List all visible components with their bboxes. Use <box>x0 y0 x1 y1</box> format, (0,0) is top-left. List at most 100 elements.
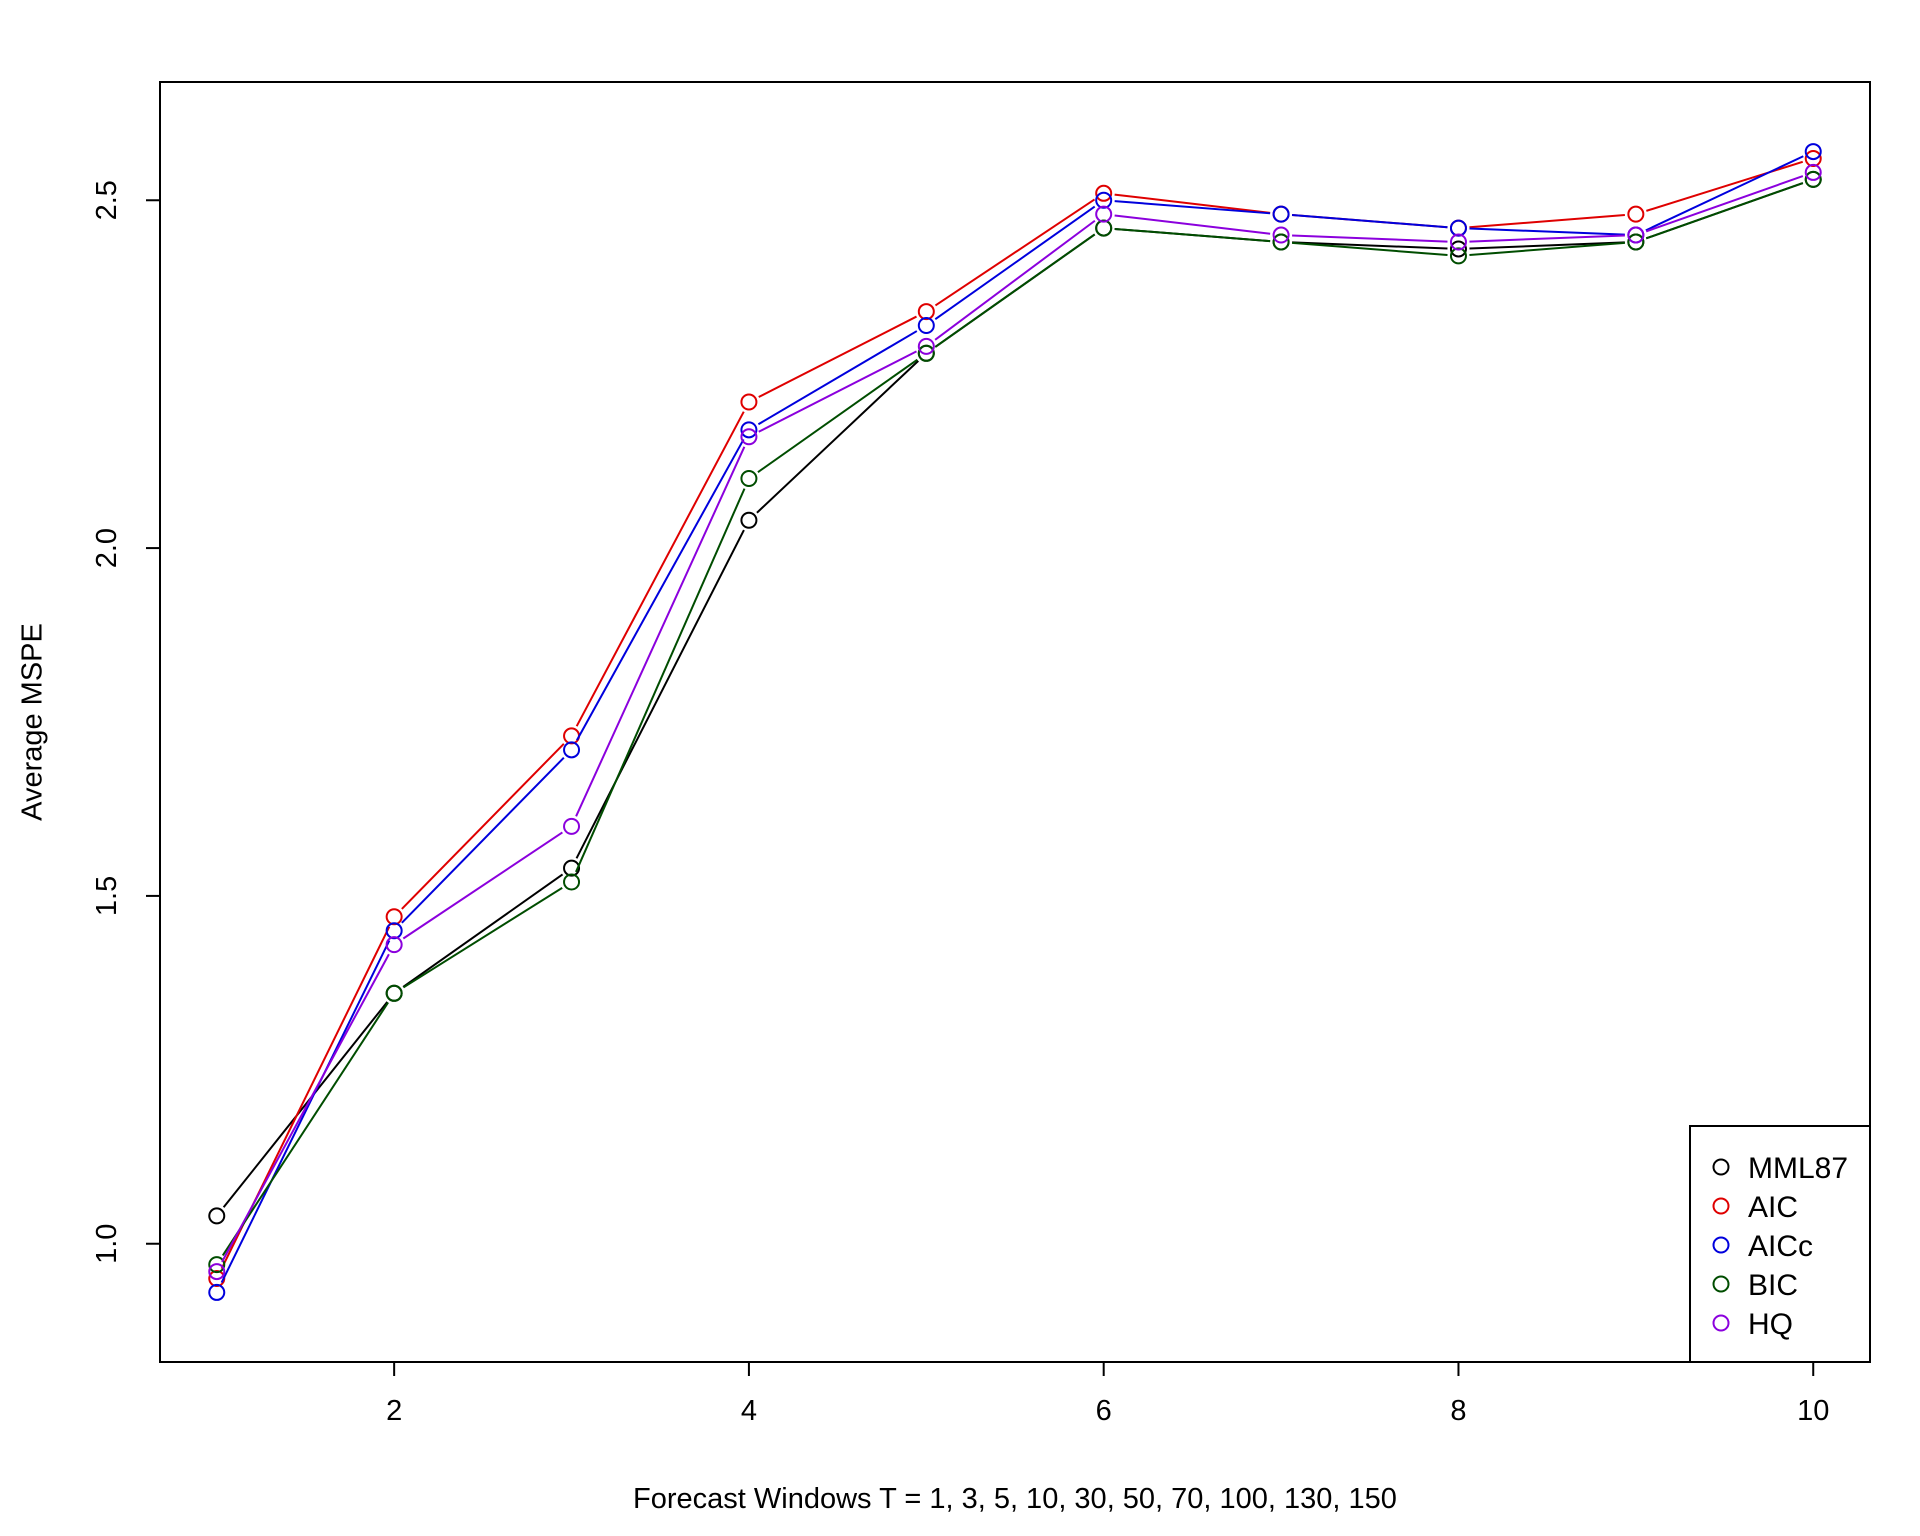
series-line-segment <box>934 233 1096 348</box>
data-point <box>917 337 935 355</box>
data-point <box>740 470 758 488</box>
series-line-segment <box>1292 241 1448 250</box>
data-point <box>563 859 581 877</box>
data-point <box>1449 219 1467 237</box>
legend-label: AIC <box>1748 1191 1798 1224</box>
series-line-segment <box>402 886 563 989</box>
data-point <box>1272 226 1290 244</box>
series-line-segment <box>402 831 563 940</box>
series-line-segment <box>1292 234 1448 243</box>
legend-marker <box>1712 1275 1730 1293</box>
series-line-segment <box>401 743 565 910</box>
series-line-segment <box>1645 182 1804 240</box>
data-point <box>1272 205 1290 223</box>
data-point <box>208 1256 226 1274</box>
legend-label: MML87 <box>1748 1152 1848 1185</box>
y-tick-label: 2.0 <box>91 528 123 568</box>
series-aicc <box>208 143 1822 1301</box>
x-tick-label: 4 <box>741 1395 757 1427</box>
data-point <box>1804 170 1822 188</box>
series-line-segment <box>1646 160 1804 212</box>
data-point <box>208 1283 226 1301</box>
data-point <box>1627 226 1645 244</box>
series-line-segment <box>1469 241 1625 250</box>
data-point <box>1449 247 1467 265</box>
data-point <box>1627 205 1645 223</box>
series-line-segment <box>1469 214 1625 229</box>
x-tick-label: 2 <box>386 1395 402 1427</box>
legend-marker <box>1712 1158 1730 1176</box>
series-layer <box>208 143 1822 1301</box>
data-point <box>1095 191 1113 209</box>
legend: MML87 AIC AICc BIC HQ <box>1689 1125 1871 1363</box>
series-line-segment <box>221 953 390 1263</box>
legend-item-aic: AIC <box>1712 1191 1798 1224</box>
data-point <box>1449 233 1467 251</box>
legend-item-hq: HQ <box>1712 1308 1793 1341</box>
data-point <box>740 421 758 439</box>
series-line-segment <box>934 219 1096 341</box>
series-line-segment <box>756 360 919 514</box>
series-bic <box>208 170 1822 1274</box>
data-point <box>208 1263 226 1281</box>
y-tick-label: 2.5 <box>91 180 123 220</box>
series-line-segment <box>575 529 745 859</box>
data-point <box>740 393 758 411</box>
series-line-segment <box>575 488 746 873</box>
series-line-segment <box>222 1001 389 1208</box>
legend-item-bic: BIC <box>1712 1269 1798 1302</box>
legend-item-mml87: MML87 <box>1712 1152 1848 1185</box>
data-point <box>1095 219 1113 237</box>
series-line-segment <box>1469 227 1625 236</box>
series-line-segment <box>1114 214 1271 235</box>
data-point <box>385 922 403 940</box>
series-line-segment <box>758 350 917 433</box>
series-line-segment <box>1114 200 1271 215</box>
data-point <box>917 303 935 321</box>
data-point <box>1449 240 1467 258</box>
series-line-segment <box>757 358 918 473</box>
series-hq <box>208 163 1822 1281</box>
series-line-segment <box>934 198 1096 307</box>
series-line-segment <box>1291 241 1448 257</box>
data-point <box>563 873 581 891</box>
y-axis-title: Average MSPE <box>17 623 49 821</box>
data-point <box>1804 163 1822 181</box>
series-line-segment <box>1645 175 1804 233</box>
plot-frame <box>159 81 1871 1363</box>
series-line-segment <box>221 1001 389 1256</box>
series-line-segment <box>1469 241 1625 257</box>
legend-marker <box>1712 1197 1730 1215</box>
series-line-segment <box>575 438 745 741</box>
data-point <box>563 741 581 759</box>
data-point <box>563 817 581 835</box>
legend-label: BIC <box>1748 1269 1798 1302</box>
series-line-segment <box>1645 155 1804 232</box>
x-tick-label: 6 <box>1096 1395 1112 1427</box>
series-line-segment <box>575 411 745 727</box>
data-point <box>740 428 758 446</box>
series-line-segment <box>1114 193 1271 214</box>
data-point <box>1627 233 1645 251</box>
legend-label: HQ <box>1748 1308 1793 1341</box>
data-point <box>1272 233 1290 251</box>
data-point <box>1804 150 1822 168</box>
data-point <box>385 908 403 926</box>
x-tick-label: 10 <box>1797 1395 1829 1427</box>
y-tick-label: 1.0 <box>91 1224 123 1264</box>
series-line-segment <box>934 205 1096 320</box>
data-point <box>1095 205 1113 223</box>
series-line-segment <box>401 756 565 924</box>
data-point <box>208 1207 226 1225</box>
legend-box <box>1689 1125 1871 1363</box>
y-axis: 1.0 1.5 2.0 2.5 <box>91 180 160 1264</box>
legend-marker <box>1712 1236 1730 1254</box>
series-line-segment <box>757 330 918 426</box>
legend-marker <box>1712 1314 1730 1332</box>
data-point <box>917 344 935 362</box>
data-point <box>917 316 935 334</box>
x-tick-label: 8 <box>1450 1395 1466 1427</box>
data-point <box>385 936 403 954</box>
series-line-segment <box>575 446 746 817</box>
